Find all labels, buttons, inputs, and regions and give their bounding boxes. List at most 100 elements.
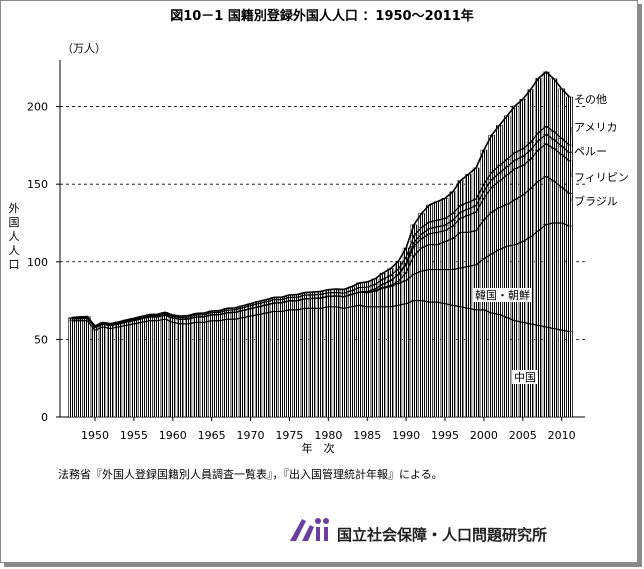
bar-segment bbox=[441, 303, 449, 418]
bar-segment bbox=[340, 308, 348, 418]
bar-segment bbox=[433, 269, 441, 303]
series-label: ブラジル bbox=[574, 194, 618, 208]
bar-segment bbox=[348, 306, 355, 418]
bar-segment bbox=[177, 323, 184, 418]
bar-segment bbox=[247, 315, 254, 418]
bar-segment bbox=[270, 302, 278, 312]
bar-segment bbox=[519, 241, 527, 323]
bar-segment bbox=[371, 306, 379, 418]
x-ticks: 1950 1955 1960 1965 1970 1975 1980 1985 1990 1995… bbox=[81, 417, 576, 442]
series-boundary bbox=[71, 70, 571, 327]
bar-segment bbox=[449, 238, 457, 270]
x-tick-label: 1990 bbox=[392, 429, 420, 442]
bar-segment bbox=[278, 311, 285, 418]
y-tick-label: 100 bbox=[27, 256, 48, 269]
bar-segment bbox=[441, 230, 449, 242]
bar-segment bbox=[262, 304, 270, 314]
bar-segment bbox=[192, 322, 200, 418]
bar-segment bbox=[496, 124, 503, 166]
bar-segment bbox=[441, 198, 449, 219]
bar-segment bbox=[317, 297, 324, 309]
bar-segment bbox=[566, 331, 573, 418]
bar-segment bbox=[441, 269, 449, 304]
bar-segment bbox=[535, 230, 542, 326]
inline-series-label: 韓国・朝鮮 bbox=[475, 288, 530, 302]
bar-segment bbox=[503, 317, 511, 418]
bar-segment bbox=[395, 283, 402, 306]
y-label-char: 外 bbox=[9, 202, 20, 215]
bar-segment bbox=[488, 211, 495, 255]
bar-segment bbox=[488, 253, 495, 314]
bar-segment bbox=[216, 320, 223, 418]
series-boundary bbox=[71, 133, 570, 329]
x-tick-label: 1955 bbox=[120, 429, 148, 442]
bar-segment bbox=[340, 296, 348, 309]
bar-segment bbox=[511, 244, 519, 321]
bar-segment bbox=[472, 264, 480, 311]
org-logo-icon bbox=[290, 518, 329, 541]
series-label: その他 bbox=[574, 93, 607, 106]
series-label: アメリカ bbox=[574, 121, 617, 134]
y-tick-label: 0 bbox=[41, 411, 48, 424]
bar-segment bbox=[457, 232, 464, 269]
bar-segment bbox=[558, 329, 565, 418]
y-label-char: 人 bbox=[9, 244, 20, 257]
bar-segment bbox=[410, 255, 418, 275]
bar-segment bbox=[317, 308, 324, 418]
bar-segment bbox=[309, 298, 317, 309]
bar-segment bbox=[511, 199, 519, 245]
y-axis-label: 外国人人口 bbox=[9, 202, 20, 271]
x-tick-label: 1980 bbox=[314, 429, 342, 442]
bar-segment bbox=[472, 309, 480, 418]
bar-segment bbox=[146, 320, 153, 418]
bar-segment bbox=[488, 312, 495, 418]
bar-segment bbox=[566, 193, 573, 227]
bar-segment bbox=[511, 320, 519, 418]
bar-segment bbox=[503, 115, 511, 160]
bar-segment bbox=[496, 207, 503, 250]
x-axis-label: 年 次 bbox=[302, 441, 335, 455]
bar-segment bbox=[449, 305, 457, 418]
bar-segment bbox=[465, 215, 472, 233]
bar-segment bbox=[550, 148, 558, 182]
bar-segment bbox=[457, 306, 464, 418]
bar-segment bbox=[426, 244, 433, 270]
bar-segment bbox=[387, 286, 394, 307]
bar-segment bbox=[558, 222, 565, 331]
series-boundaries bbox=[71, 70, 571, 333]
y-tick-label: 50 bbox=[34, 333, 48, 346]
bar-segment bbox=[223, 319, 231, 418]
bar-segment bbox=[566, 160, 573, 194]
inline-label-bg bbox=[473, 288, 532, 302]
bar-segment bbox=[115, 326, 122, 418]
bar-segment bbox=[426, 301, 433, 418]
x-tick-label: 1965 bbox=[198, 429, 226, 442]
bar-segment bbox=[535, 180, 542, 231]
bar-segment bbox=[169, 322, 177, 418]
x-tick-label: 2005 bbox=[509, 429, 537, 442]
bar-segment bbox=[511, 105, 519, 153]
x-tick-label: 1975 bbox=[275, 429, 303, 442]
bar-segment bbox=[558, 154, 565, 188]
bar-segment bbox=[122, 325, 130, 418]
bar-segment bbox=[542, 176, 550, 225]
bar-segment bbox=[68, 320, 75, 418]
leader-line bbox=[571, 195, 573, 202]
leader-line bbox=[571, 150, 573, 155]
bar-segment bbox=[332, 295, 340, 307]
x-tick-label: 2010 bbox=[548, 429, 576, 442]
bar-segment bbox=[418, 247, 425, 272]
bar-segment bbox=[348, 294, 355, 307]
bar-segment bbox=[208, 320, 215, 418]
bar-segment bbox=[527, 159, 534, 190]
bar-segment bbox=[293, 300, 301, 311]
y-tick-label: 150 bbox=[27, 178, 48, 191]
bar-segment bbox=[325, 296, 332, 307]
x-tick-label: 1995 bbox=[431, 429, 459, 442]
bar-segment bbox=[99, 326, 107, 418]
bar-segment bbox=[511, 168, 519, 200]
bar-segment bbox=[239, 317, 247, 418]
bar-segment bbox=[519, 194, 527, 242]
bar-segment bbox=[527, 188, 534, 238]
